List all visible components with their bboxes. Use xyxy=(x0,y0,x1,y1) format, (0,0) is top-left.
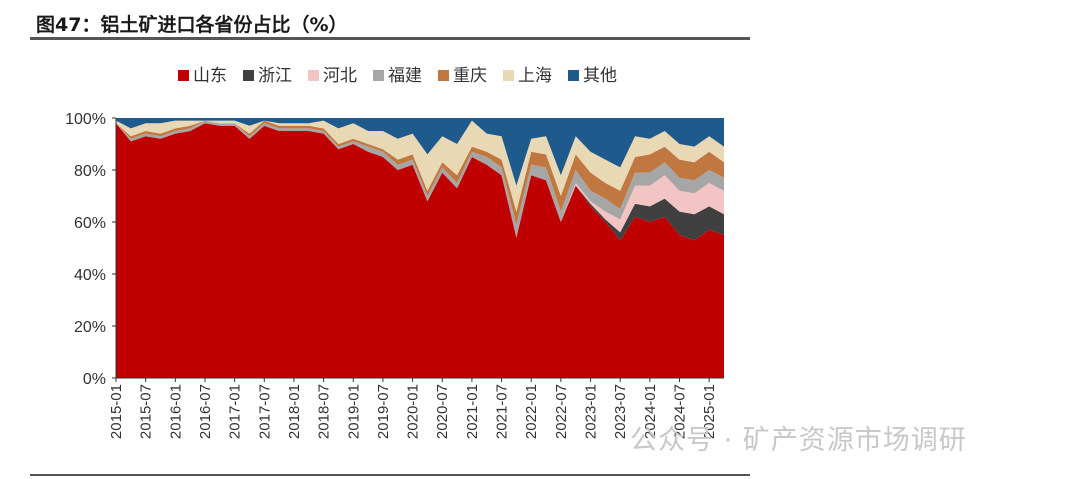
x-tick-label-10: 2020-01 xyxy=(405,384,422,439)
x-tick-label-20: 2025-01 xyxy=(701,384,718,439)
x-tick-label-15: 2022-07 xyxy=(553,384,570,439)
title-underline xyxy=(30,37,750,40)
x-tick-label-17: 2023-07 xyxy=(612,384,629,439)
x-tick-label-9: 2019-07 xyxy=(375,384,392,439)
legend-swatch-1 xyxy=(243,70,254,81)
area-series-0 xyxy=(116,123,724,378)
legend-swatch-0 xyxy=(178,70,189,81)
y-tick-label-4: 80% xyxy=(74,163,106,180)
y-axis-ticks: 0% 20% 40% 60% 80% 100% xyxy=(65,111,116,388)
x-tick-label-16: 2023-01 xyxy=(583,384,600,439)
y-tick-label-1: 20% xyxy=(74,319,106,336)
legend-label-4: 重庆 xyxy=(453,66,487,86)
watermark-text: 公众号 · 矿产资源市场调研 xyxy=(630,425,967,456)
x-tick-label-0: 2015-01 xyxy=(108,384,125,439)
x-axis-ticks: 2015-01 2015-07 2016-01 2016-07 2017-01 2017-… xyxy=(108,378,718,439)
legend-label-2: 河北 xyxy=(323,66,357,86)
y-tick-label-0: 0% xyxy=(83,371,106,388)
x-tick-label-19: 2024-07 xyxy=(672,384,689,439)
legend: 山东 浙江 河北 福建 重庆 上海 其他 xyxy=(178,66,617,86)
x-tick-label-1: 2015-07 xyxy=(138,384,155,439)
y-tick-label-3: 60% xyxy=(74,215,106,232)
legend-label-5: 上海 xyxy=(518,66,552,86)
x-tick-label-6: 2018-01 xyxy=(286,384,303,439)
y-tick-label-2: 40% xyxy=(74,267,106,284)
x-tick-label-7: 2018-07 xyxy=(316,384,333,439)
x-tick-label-8: 2019-01 xyxy=(345,384,362,439)
chart-title: 图47：铝土矿进口各省份占比（%） xyxy=(36,14,348,36)
x-tick-label-3: 2016-07 xyxy=(197,384,214,439)
x-tick-label-18: 2024-01 xyxy=(642,384,659,439)
legend-label-0: 山东 xyxy=(193,66,227,86)
area-series-4 xyxy=(116,120,724,225)
legend-swatch-6 xyxy=(568,70,579,81)
legend-label-3: 福建 xyxy=(388,66,422,86)
bottom-divider xyxy=(30,474,750,476)
legend-swatch-3 xyxy=(373,70,384,81)
area-series-5 xyxy=(116,120,724,212)
x-tick-label-4: 2017-01 xyxy=(227,384,244,439)
x-tick-label-5: 2017-07 xyxy=(256,384,273,439)
axes xyxy=(115,118,724,379)
area-series xyxy=(116,118,724,378)
x-tick-label-13: 2021-07 xyxy=(494,384,511,439)
legend-swatch-4 xyxy=(438,70,449,81)
area-series-3 xyxy=(116,120,724,238)
x-tick-label-14: 2022-01 xyxy=(523,384,540,439)
y-tick-label-5: 100% xyxy=(65,111,106,128)
legend-swatch-5 xyxy=(503,70,514,81)
area-series-6 xyxy=(116,118,724,186)
x-tick-label-12: 2021-01 xyxy=(464,384,481,439)
x-tick-label-11: 2020-07 xyxy=(434,384,451,439)
legend-label-6: 其他 xyxy=(583,66,617,86)
legend-label-1: 浙江 xyxy=(258,66,292,86)
legend-swatch-2 xyxy=(308,70,319,81)
x-tick-label-2: 2016-01 xyxy=(167,384,184,439)
